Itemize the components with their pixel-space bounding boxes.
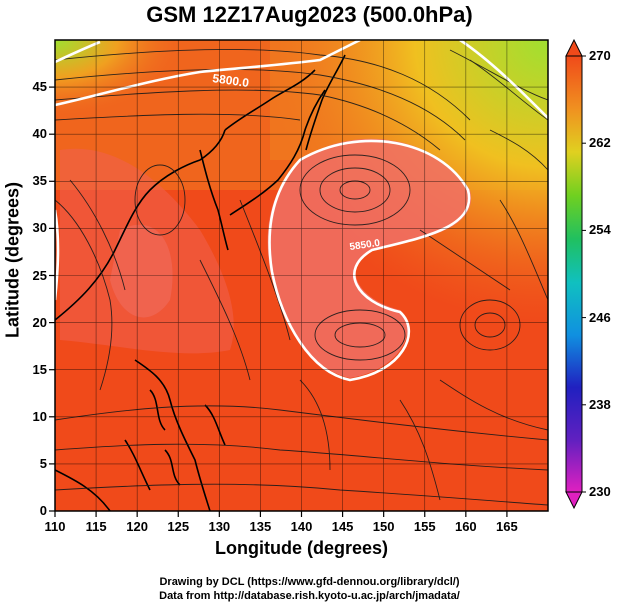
x-tick-label: 135 [249,519,272,534]
y-tick-label: 25 [32,267,47,283]
grid-lines [55,40,548,511]
colorbar-tick-label: 246 [589,309,611,325]
contour-label: 5800.0 [212,71,251,90]
colorbar-tick-label: 254 [589,222,611,238]
x-tick-label: 140 [290,519,313,534]
y-tick-label: 5 [39,455,47,471]
colorbar [565,38,586,510]
y-tick-label: 0 [39,503,47,518]
y-tick-label: 35 [32,173,47,189]
x-tick-label: 115 [85,519,107,534]
y-tick-label: 45 [32,79,47,95]
colorbar-tick-label: 238 [589,396,611,412]
y-tick-label: 40 [32,126,47,142]
y-tick-label: 30 [32,220,47,236]
x-tick-label: 145 [331,519,354,534]
x-tick-label: 155 [413,519,436,534]
credit-data-source: Data from http://database.rish.kyoto-u.a… [159,590,460,602]
y-tick-label: 20 [32,314,47,330]
y-tick-label: 10 [32,408,47,424]
colorbar-tick-label: 262 [589,135,611,151]
plot-title: GSM 12Z17Aug2023 (500.0hPa) [146,2,473,27]
colorbar-tick-label: 230 [589,484,611,499]
y-tick-label: 15 [32,361,47,377]
contour-label: 5850.0 [349,238,381,253]
x-tick-label: 130 [208,519,231,534]
x-tick-label: 150 [372,519,395,534]
x-tick-label: 110 [44,519,66,534]
x-axis-label: Longitude (degrees) [214,538,388,558]
colorbar-tick-label: 270 [589,48,611,63]
x-tick-label: 120 [126,519,148,534]
credit-dcl: Drawing by DCL (https://www.gfd-dennou.o… [159,576,460,588]
x-tick-label: 165 [496,519,518,534]
x-tick-label: 125 [167,519,190,534]
x-tick-label: 160 [454,519,477,534]
axis-tick-marks [49,86,508,517]
